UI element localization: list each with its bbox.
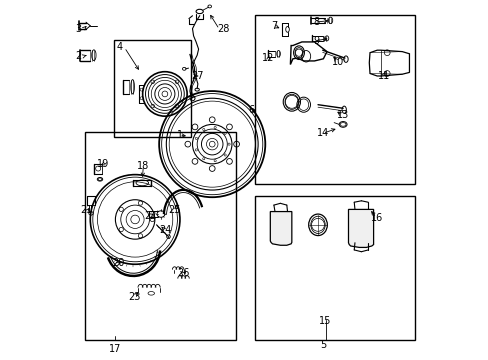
Text: 20: 20 — [112, 258, 124, 268]
Text: 4: 4 — [117, 42, 123, 52]
Text: 12: 12 — [262, 53, 274, 63]
Text: 24: 24 — [159, 225, 171, 235]
Text: 11: 11 — [377, 71, 389, 81]
Text: 9: 9 — [312, 36, 319, 46]
Text: 22: 22 — [144, 211, 157, 221]
Text: 14: 14 — [317, 129, 329, 138]
Text: 2: 2 — [76, 51, 82, 61]
Text: 19: 19 — [97, 159, 109, 169]
Text: 18: 18 — [137, 161, 149, 171]
Text: 25: 25 — [168, 206, 181, 216]
Text: 10: 10 — [331, 57, 343, 67]
Text: 13: 13 — [336, 111, 348, 121]
Bar — [85, 132, 235, 339]
Text: 17: 17 — [109, 344, 122, 354]
Text: 23: 23 — [128, 292, 141, 302]
Text: 1: 1 — [177, 130, 183, 140]
Text: 6: 6 — [247, 105, 253, 115]
Text: 27: 27 — [191, 71, 203, 81]
Text: 28: 28 — [216, 24, 229, 35]
Text: 26: 26 — [177, 268, 189, 278]
Bar — [113, 40, 190, 137]
Text: 16: 16 — [370, 213, 383, 222]
Polygon shape — [348, 210, 373, 247]
Text: 5: 5 — [320, 340, 326, 350]
Polygon shape — [270, 212, 291, 245]
Bar — [255, 15, 414, 184]
Bar — [255, 196, 414, 339]
Text: 21: 21 — [81, 206, 93, 216]
Text: 8: 8 — [312, 17, 319, 27]
Text: 15: 15 — [318, 316, 331, 325]
Text: 7: 7 — [270, 21, 277, 31]
Text: 3: 3 — [76, 24, 81, 35]
